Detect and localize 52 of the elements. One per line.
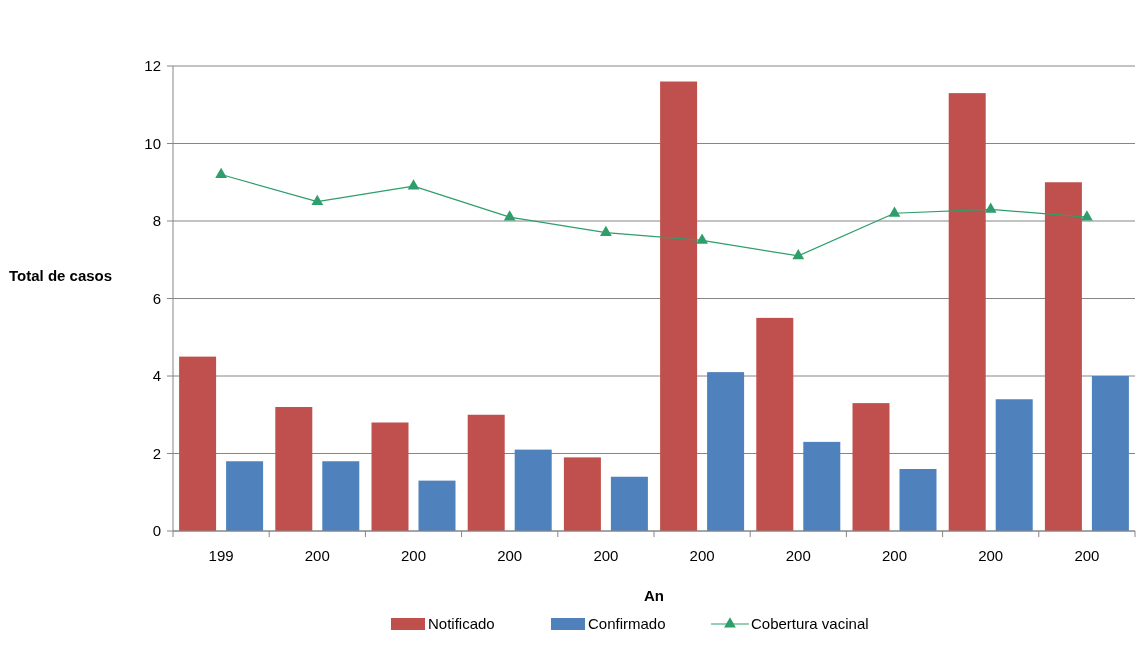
point [503, 210, 516, 221]
x-tick-label: 200 [978, 547, 1004, 564]
x-tick-label: 200 [400, 547, 427, 564]
point [792, 249, 805, 260]
bar [226, 461, 264, 531]
x-tick-label: 199 [208, 547, 234, 564]
bar [322, 461, 360, 531]
point [696, 233, 708, 244]
y-tick-label: 2 [152, 444, 161, 462]
point [407, 179, 420, 190]
y-tick-label: 12 [144, 57, 161, 75]
bar [563, 457, 601, 531]
y-tick-label: 10 [144, 134, 161, 152]
x-tick-label: 200 [785, 547, 811, 564]
point [600, 225, 612, 237]
bar [899, 469, 937, 531]
bar [610, 476, 648, 531]
x-tick-label: 200 [689, 547, 715, 564]
bar [467, 414, 505, 531]
point [984, 202, 997, 213]
legend-label: Cobertura vacinal [751, 615, 869, 632]
bar [707, 372, 745, 531]
x-tick-label: 200 [497, 547, 523, 564]
bar [660, 81, 698, 531]
y-tick-label: 6 [152, 289, 161, 307]
bar [803, 441, 841, 531]
legend-label: Confirmado [588, 615, 666, 632]
bar [756, 317, 794, 531]
point [215, 167, 227, 178]
bar [514, 449, 552, 531]
x-tick-label: 200 [593, 547, 619, 564]
x-axis-title: An [644, 587, 664, 604]
bar [995, 399, 1033, 531]
bar [1044, 182, 1082, 531]
bar [852, 403, 890, 531]
x-tick-label: 200 [881, 547, 908, 564]
bar [179, 356, 217, 531]
y-axis-title: Total de casos [9, 266, 113, 284]
bar [275, 407, 313, 531]
x-tick-label: 200 [1074, 547, 1100, 564]
bar [371, 422, 409, 531]
y-tick-label: 8 [152, 212, 161, 230]
point [311, 194, 324, 206]
legend-label: Notificado [428, 615, 495, 632]
y-tick-label: 4 [152, 367, 161, 385]
bar [948, 93, 986, 531]
bar [418, 480, 456, 531]
bar [1091, 376, 1129, 531]
point [888, 206, 901, 217]
point [1081, 210, 1093, 221]
x-tick-label: 200 [304, 547, 330, 564]
y-tick-label: 0 [152, 522, 161, 540]
